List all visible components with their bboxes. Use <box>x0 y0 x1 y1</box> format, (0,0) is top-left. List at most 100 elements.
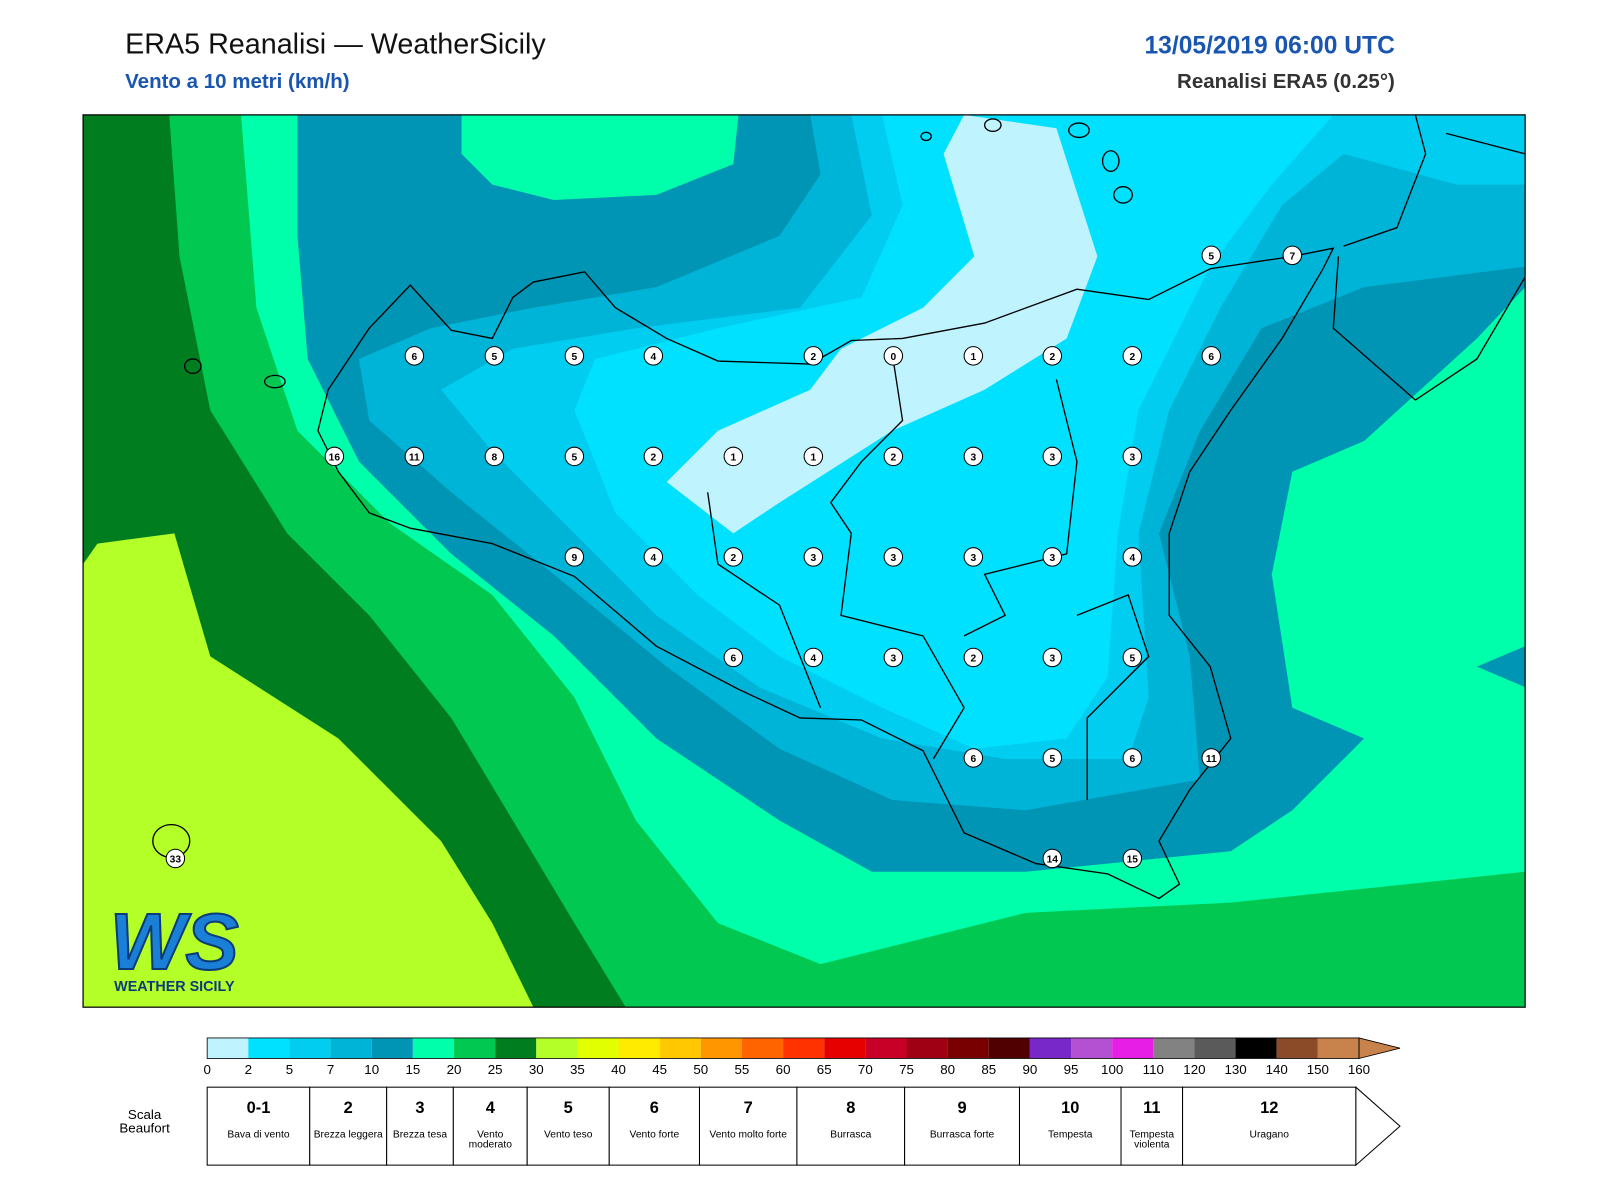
station-marker <box>963 647 984 668</box>
datetime: 13/05/2019 06:00 UTC <box>1144 32 1395 59</box>
station-marker <box>484 446 505 467</box>
contour <box>666 114 1098 534</box>
beaufort-content: 0-1 Bava di vento <box>207 1087 310 1165</box>
beaufort-label: Scala Beaufort <box>119 1107 170 1136</box>
colorbar-segment <box>659 1037 701 1059</box>
beaufort-box <box>1018 1086 1122 1166</box>
station-marker <box>803 547 824 567</box>
beaufort-cell: 10 Tempesta <box>1048 1099 1092 1140</box>
station-value: 5 <box>1129 654 1135 665</box>
station-value: 5 <box>572 453 578 464</box>
beaufort-force: 0-1 <box>246 1099 271 1117</box>
station-value: 14 <box>1047 855 1059 866</box>
colorbar-tick-label: 85 <box>981 1062 996 1077</box>
station-value: 7 <box>1289 251 1295 262</box>
station-marker <box>1042 848 1063 869</box>
station-marker <box>963 446 984 467</box>
beaufort-box <box>206 1086 311 1166</box>
station-value: 3 <box>1049 453 1055 464</box>
station-marker <box>643 446 664 467</box>
colorbar-segment <box>1112 1037 1154 1059</box>
logo-mark: WS <box>110 897 239 986</box>
beaufort-force: 3 <box>415 1099 425 1117</box>
colorbar-tick-label: 15 <box>405 1062 420 1077</box>
colorbar-segment <box>495 1037 537 1059</box>
station-value: 8 <box>492 453 498 464</box>
beaufort-force: 9 <box>957 1099 967 1117</box>
station-value: 3 <box>890 654 896 665</box>
station-value: 11 <box>409 453 420 464</box>
station-marker <box>803 346 824 366</box>
station-marker <box>1122 446 1143 467</box>
colorbar-segment <box>330 1037 372 1059</box>
title: ERA5 Reanalisi — WeatherSicily <box>125 28 546 60</box>
colorbar: 0 2 5 7 10 15 20 25 30 35 40 45 50 55 60 65 70 75 80 85 90 95… <box>203 1037 1401 1077</box>
station-value: 2 <box>890 453 896 464</box>
colorbar-tick-label: 80 <box>940 1062 955 1077</box>
island <box>1113 186 1133 204</box>
station-value: 4 <box>650 352 656 363</box>
station-value: 5 <box>1208 251 1214 262</box>
station-value: 3 <box>1049 553 1055 564</box>
station-marker <box>723 647 744 668</box>
colorbar-segment <box>1153 1037 1195 1059</box>
beaufort-force: 6 <box>649 1099 659 1117</box>
beaufort-content: 12 Uragano <box>1183 1087 1356 1165</box>
station-value: 9 <box>572 553 578 564</box>
coastline <box>1332 114 1526 401</box>
beaufort-content: 8 Burrasca <box>797 1087 905 1165</box>
station-marker <box>883 446 904 467</box>
station-marker <box>165 848 186 869</box>
beaufort-description: Bava di vento <box>227 1129 290 1141</box>
colorbar-tick-label: 70 <box>858 1062 873 1077</box>
beaufort-box <box>526 1086 610 1166</box>
beaufort-scale: Scala Beaufort 0-1 Bava di vento 2 Brezza l… <box>119 1086 1401 1167</box>
station-marker <box>1201 245 1222 266</box>
colorbar-tick-label: 25 <box>488 1062 503 1077</box>
station-value: 16 <box>329 453 341 464</box>
beaufort-description: Vento forte <box>629 1129 680 1141</box>
beaufort-cell: 4 Vento moderato <box>468 1099 512 1151</box>
station-value: 4 <box>650 553 656 564</box>
beaufort-content: 11 Tempesta violenta <box>1121 1087 1183 1165</box>
colorbar-tick-label: 50 <box>693 1062 708 1077</box>
station-marker <box>1201 748 1222 768</box>
colorbar-segment <box>248 1037 290 1059</box>
beaufort-description: Vento molto forte <box>709 1129 787 1141</box>
beaufort-description: Burrasca forte <box>929 1129 995 1141</box>
station-marker <box>643 547 664 567</box>
colorbar-segment <box>371 1037 413 1059</box>
beaufort-box <box>1182 1086 1357 1166</box>
colorbar-segment <box>741 1037 784 1059</box>
station-value: 3 <box>1129 453 1135 464</box>
colorbar-tick-label: 60 <box>776 1062 791 1077</box>
beaufort-description: Vento moderato <box>468 1129 512 1151</box>
subtitle: Vento a 10 metri (km/h) <box>125 70 349 93</box>
station-marker <box>1042 446 1063 467</box>
colorbar-segment <box>536 1037 578 1059</box>
beaufort-cell: 0-1 Bava di vento <box>207 1087 310 1165</box>
station-marker <box>723 547 744 567</box>
beaufort-box <box>1120 1086 1184 1166</box>
colorbar-tick-label: 7 <box>327 1062 334 1077</box>
colorbar-tick-label: 35 <box>570 1062 585 1077</box>
station-value: 2 <box>1049 352 1055 363</box>
colorbar-tick-label: 20 <box>447 1062 462 1077</box>
island <box>1101 150 1120 172</box>
station-marker <box>803 647 824 668</box>
station-value: 1 <box>970 352 976 363</box>
beaufort-force: 4 <box>485 1099 495 1117</box>
station-value: 2 <box>730 553 736 564</box>
beaufort-cell: 3 Brezza tesa <box>393 1099 447 1140</box>
station-value: 3 <box>1049 654 1055 665</box>
station-marker <box>1042 346 1063 366</box>
colorbar-segment <box>618 1037 660 1059</box>
colorbar-tick-label: 150 <box>1307 1062 1329 1077</box>
station-value: 3 <box>970 553 976 564</box>
station-marker <box>723 446 744 467</box>
colorbar-tick-label: 30 <box>529 1062 544 1077</box>
colorbar-segment <box>865 1037 907 1059</box>
beaufort-description: Uragano <box>1249 1129 1289 1141</box>
station-value: 2 <box>650 453 656 464</box>
